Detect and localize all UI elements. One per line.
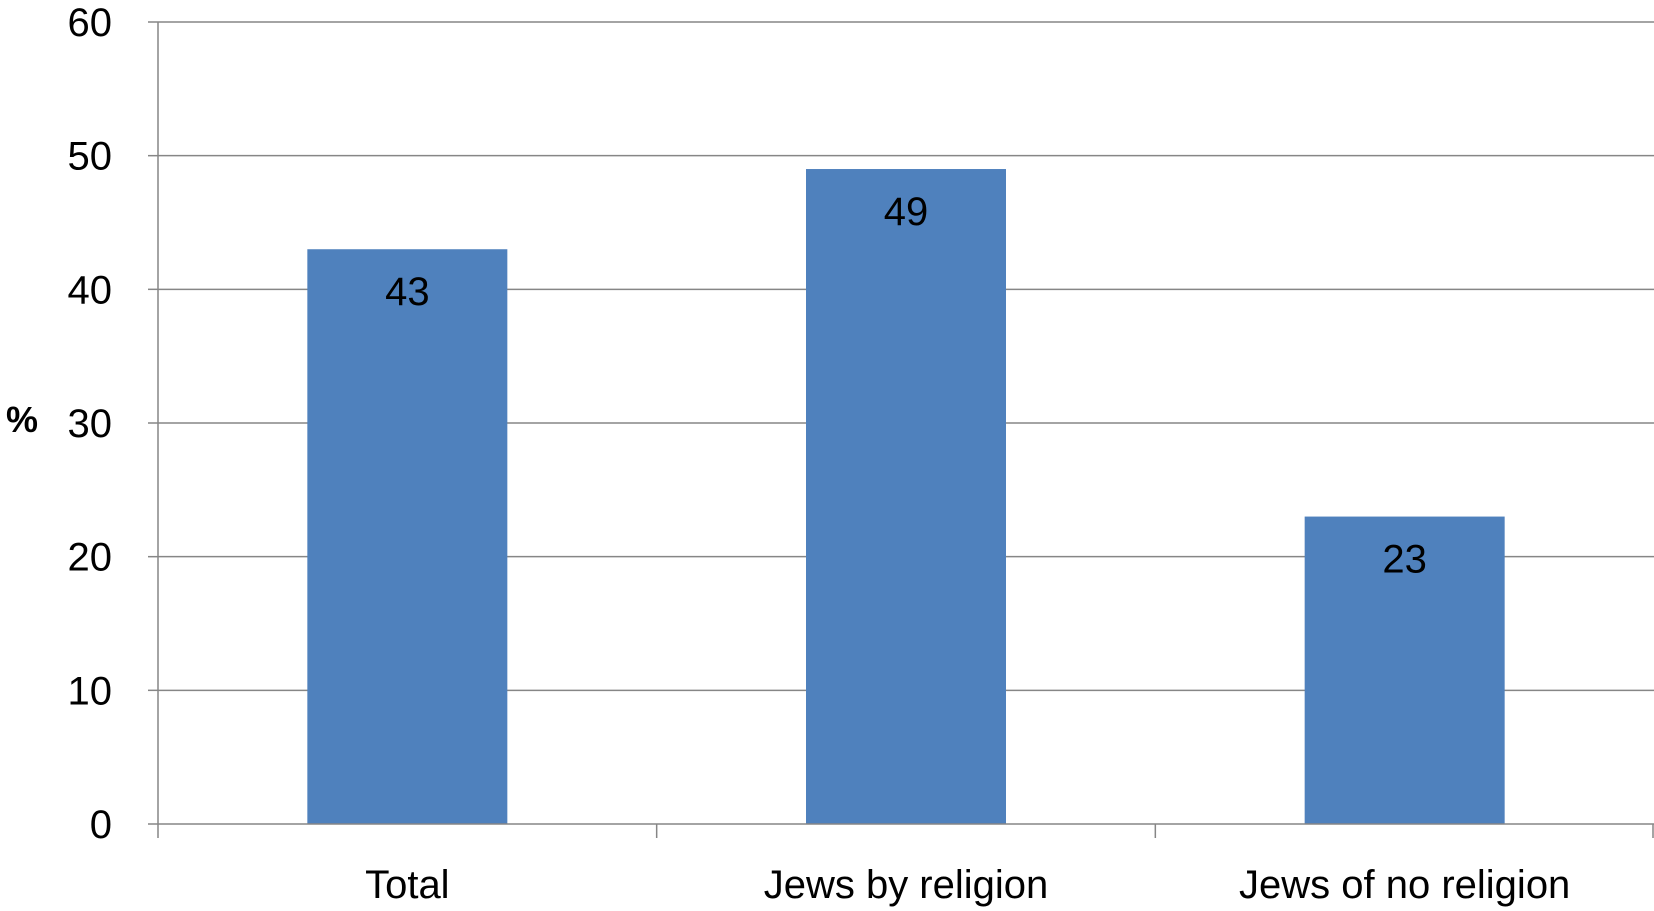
bar xyxy=(307,249,508,824)
labels: 0 10 20 30 40 50 60 43 Total 49 Jews by religion 23… xyxy=(68,1,1571,907)
y-tick-label: 0 xyxy=(90,803,112,847)
y-tick-label: 60 xyxy=(68,1,113,45)
bars xyxy=(307,169,1505,825)
y-tick-label: 30 xyxy=(68,402,113,446)
x-category-label: Jews of no religion xyxy=(1239,863,1570,907)
y-tick-label: 10 xyxy=(68,669,113,713)
y-tick-label: 40 xyxy=(68,268,113,312)
axes xyxy=(148,21,1654,838)
y-axis-title: % xyxy=(6,399,38,440)
y-tick-label: 50 xyxy=(68,135,113,179)
y-tick-label: 20 xyxy=(68,536,113,580)
bar-data-label: 23 xyxy=(1382,538,1427,582)
x-category-label: Jews by religion xyxy=(764,863,1049,907)
bar xyxy=(806,169,1006,825)
bar-data-label: 43 xyxy=(385,270,430,314)
bar xyxy=(1304,516,1505,824)
x-category-label: Total xyxy=(365,863,450,907)
bar-data-label: 49 xyxy=(884,190,929,234)
